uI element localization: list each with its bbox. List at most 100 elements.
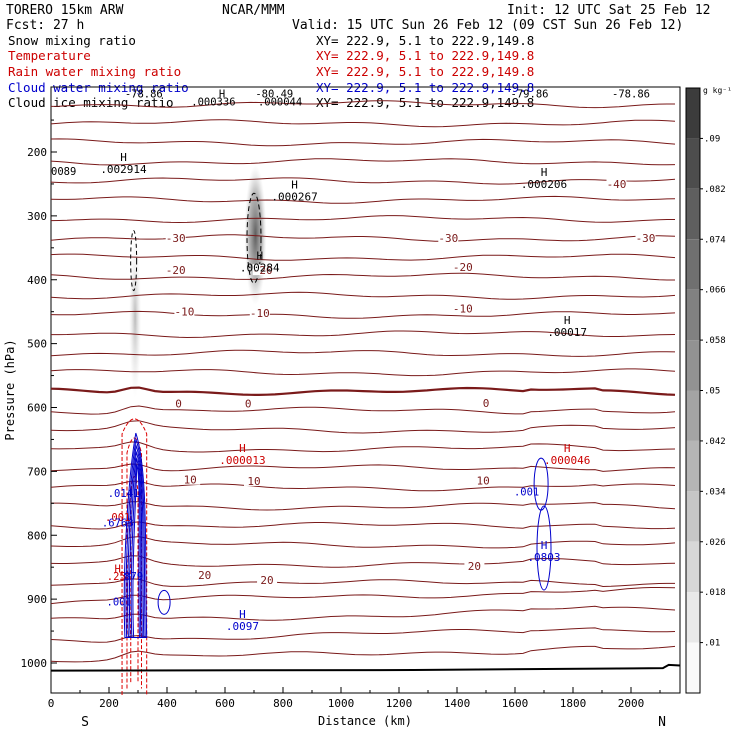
colorbar-segment: [686, 340, 700, 391]
contour-value-label: .25: [107, 571, 126, 583]
isotherm-line: [50, 420, 676, 434]
rain-contour: [121, 418, 148, 695]
contour-value-label: .0141: [108, 488, 140, 500]
y-axis-title: Pressure (hPa): [3, 339, 17, 440]
isotherm-label: 20: [198, 569, 211, 582]
snow-plume-west: [129, 238, 142, 399]
colorbar-tick-label: .034: [704, 487, 726, 497]
colorbar-segment: [686, 188, 700, 240]
colorbar-segment: [686, 440, 700, 492]
x-tick-label: 1800: [560, 697, 587, 710]
colorbar-segment: [686, 390, 700, 441]
isotherm-line: [50, 234, 676, 242]
isotherm-label: 0: [483, 397, 490, 410]
y-tick-label: 200: [27, 146, 47, 159]
x-tick-label: 800: [273, 697, 293, 710]
field-name-rain: Rain water mixing ratio: [8, 64, 181, 79]
colorbar-segment: [686, 239, 700, 290]
terrain-layer: [50, 663, 681, 672]
contour-value-label: -78.86: [125, 89, 163, 101]
isotherm-label-bg: [165, 232, 186, 244]
cloud-water-contour: [132, 464, 140, 638]
isotherm-label: -10: [174, 306, 194, 319]
org-title: NCAR/MMM: [222, 3, 285, 18]
y-tick-label: 900: [27, 593, 47, 606]
extremum-value: .00017: [547, 326, 587, 339]
snow-shading-layer: [129, 165, 267, 399]
colorbar-segment: [686, 642, 700, 693]
isotherm-label: 0: [175, 398, 182, 411]
field-xy-snow: XY= 222.9, 5.1 to 222.9,149.8: [316, 33, 534, 48]
isotherm-line: [50, 349, 676, 357]
isotherm-line: [50, 521, 676, 530]
x-axis-title: Distance (km): [318, 714, 412, 728]
plot-frame: [50, 86, 681, 694]
isotherm-line: [50, 587, 676, 605]
isotherm-label-bg: [606, 177, 627, 189]
extremum-mark: H: [239, 608, 246, 621]
colorbar-segment: [686, 88, 700, 139]
colorbar-tick-label: .05: [704, 387, 720, 397]
colorbar-tick-label: .026: [704, 538, 726, 548]
contour-value-label: 0089: [51, 166, 76, 178]
colorbar-tick-label: .074: [704, 235, 726, 245]
isotherm-line: [50, 605, 676, 621]
isotherm-label-bg: [464, 559, 485, 571]
isotherm-label-bg: [174, 305, 195, 317]
endpoint-south: S: [81, 715, 89, 730]
field-xy-rain: XY= 222.9, 5.1 to 222.9,149.8: [316, 64, 534, 79]
contour-value-label: -78.86: [612, 89, 650, 101]
cloud-water-contour: [125, 439, 146, 638]
endpoint-north: N: [658, 715, 666, 730]
colorbar-segment: [686, 138, 700, 189]
init-time: Init: 12 UTC Sat 25 Feb 12: [507, 3, 711, 18]
isotherm-label: -30: [438, 232, 458, 245]
isotherm-label-bg: [635, 232, 656, 244]
cloud-water-contour: [128, 450, 143, 638]
isotherm-label: -20: [453, 261, 473, 274]
isotherm-label: 10: [184, 474, 197, 487]
cloud-ice-contour: [246, 192, 262, 284]
y-tick-label: 700: [27, 465, 47, 478]
cloud-water-contour: [130, 456, 142, 638]
isotherm-line: [51, 330, 676, 339]
isotherm-label: -40: [607, 178, 627, 191]
isotherm-line: [50, 441, 676, 453]
extremum-mark: H: [291, 179, 298, 192]
extremum-value: .00284: [240, 262, 280, 275]
x-tick-label: 1600: [502, 697, 529, 710]
y-tick-label: 1000: [21, 657, 48, 670]
x-tick-label: 600: [215, 697, 235, 710]
isotherm-line: [50, 386, 676, 397]
contour-value-label: .001: [514, 487, 539, 499]
axes-layer: 0 200 400 600 800 1000 1200 1400 1600 1800 2000200…: [21, 119, 661, 710]
field-xy-cloud-ice: XY= 222.9, 5.1 to 222.9,149.8: [316, 95, 534, 110]
isotherm-line: [50, 555, 676, 568]
isotherm-line: [50, 368, 676, 377]
isotherm-label: 0: [245, 398, 252, 411]
isotherm-line: [50, 480, 676, 492]
cloud-water-contour-north-2: [536, 505, 552, 591]
isotherm-line: [50, 177, 676, 185]
isotherm-line: [50, 405, 676, 415]
x-tick-label: 1000: [328, 697, 355, 710]
extremum-mark: H: [239, 442, 246, 455]
valid-time: Valid: 15 UTC Sun 26 Feb 12 (09 CST Sun …: [292, 18, 683, 33]
isotherm-label: -10: [453, 302, 473, 315]
colorbar-tick-label: .09: [704, 134, 720, 144]
colorbar-segment: [686, 541, 700, 593]
x-tick-label: 400: [157, 697, 177, 710]
extremum-value: .000206: [521, 178, 567, 191]
y-tick-label: 300: [27, 210, 47, 223]
field-name-temperature: Temperature: [8, 48, 91, 63]
model-title: TORERO 15km ARW: [6, 3, 124, 18]
contour-value-label: .001: [105, 512, 130, 524]
colorbar: .09 .082 .074 .066 .058 .05 .042 .034 .026 .018 .0…: [685, 87, 726, 694]
colorbar-tick-label: .066: [704, 286, 726, 296]
isotherm-label-bg: [249, 306, 270, 318]
isotherm-line: [50, 627, 676, 643]
isotherm-label-bg: [452, 260, 473, 272]
isotherm-label: 20: [468, 560, 481, 573]
cloud-water-contour-small: [157, 589, 171, 615]
extremum-value: .002914: [100, 163, 147, 176]
